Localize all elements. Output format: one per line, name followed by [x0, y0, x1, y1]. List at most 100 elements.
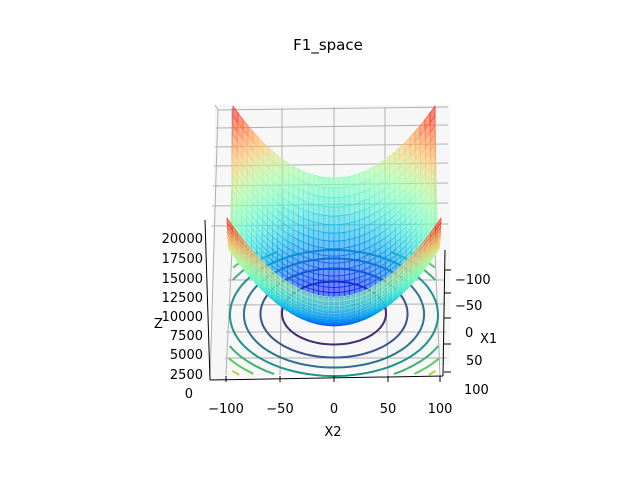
surface-cell [353, 173, 360, 186]
z-tick-label: 5000 [170, 348, 203, 363]
surface-cell [328, 248, 335, 257]
surface-cell [348, 203, 355, 215]
surface-cell [338, 232, 345, 242]
surface-cell [318, 186, 325, 198]
surface-cell [328, 296, 335, 303]
contour-level-15000 [228, 251, 440, 375]
surface-cell [328, 215, 335, 226]
surface-cell [313, 221, 320, 232]
surface-cell [333, 296, 340, 303]
surface-cell [323, 274, 330, 283]
surface-cell [323, 280, 330, 288]
surface-cell [323, 176, 330, 189]
surface-cell [323, 186, 330, 198]
surface-cell [348, 212, 355, 224]
surface-cell [343, 261, 350, 270]
surface-cell [333, 281, 340, 288]
x1-tick-label: 100 [464, 383, 489, 398]
z-tick-label: 2500 [170, 368, 203, 383]
surface-cell [323, 223, 330, 234]
surface-cell [333, 240, 340, 250]
z-tick-label: 7500 [170, 329, 203, 344]
surface-cell [348, 184, 355, 197]
z-tick-label: 12500 [162, 291, 203, 306]
surface-cell [318, 246, 325, 256]
x1-axis-label: X1 [480, 332, 497, 347]
surface-cell [333, 305, 340, 311]
x2-tick-label: 0 [330, 402, 338, 417]
surface-cell [338, 240, 345, 249]
surface-cell [333, 248, 340, 257]
surface-cell [348, 174, 355, 187]
surface-cell [338, 247, 345, 257]
surface-cell [308, 173, 315, 186]
x2-tick-label: 100 [428, 402, 453, 417]
surface-cell [333, 197, 340, 208]
surface-cell [328, 255, 335, 264]
surface-cell [343, 186, 350, 198]
x1-tick-label: −100 [455, 273, 491, 288]
surface-cell [328, 305, 335, 311]
x2-tick-label: −100 [208, 402, 244, 417]
contour-level-12500 [229, 251, 439, 375]
surface-cell [338, 261, 345, 270]
surface-cell [312, 293, 319, 301]
surface-cell [308, 183, 315, 196]
surface-cell [318, 205, 325, 216]
z-ticks: 0 2500 5000 7500 10000 12500 15000 17500… [162, 232, 203, 402]
z-tick-label: 20000 [162, 232, 203, 247]
surface-cell [328, 286, 335, 293]
surface-cell [328, 224, 335, 234]
surface-cell [348, 221, 355, 232]
surface-cell [333, 255, 340, 264]
surface-cell [328, 281, 335, 288]
surface-cell [333, 262, 340, 271]
z-tick-label: 15000 [162, 272, 203, 287]
x1-tick-label: −50 [455, 299, 482, 314]
surface-cell [343, 205, 350, 216]
surface-cell [333, 187, 340, 199]
surface-cell [328, 275, 335, 283]
surface-cell [343, 246, 350, 256]
z-tick-label: 0 [185, 387, 193, 402]
surface-cell [313, 194, 320, 206]
surface-cell [318, 222, 325, 233]
surface-cell [353, 183, 360, 196]
surface-cell [328, 232, 335, 242]
x1-tick-label: 0 [465, 326, 473, 341]
x2-tick-label: −50 [266, 402, 293, 417]
surface-cell [323, 214, 330, 225]
surface-cell [323, 240, 330, 249]
contour-level-17500 [231, 250, 437, 376]
surface-cell [328, 262, 335, 271]
surface-cell [323, 268, 330, 277]
surface-cell [343, 254, 350, 263]
surface-cell [338, 268, 345, 277]
surface-cell [343, 214, 350, 225]
x2-axis-line [209, 375, 444, 381]
surface-cell [333, 215, 340, 226]
surface-cell [333, 269, 340, 277]
surface-cell [318, 261, 325, 270]
surface-cell [317, 294, 324, 302]
surface-cell [318, 239, 325, 249]
surface-cell [322, 295, 330, 302]
surface-cell [333, 309, 340, 314]
surface-cell [328, 177, 335, 189]
chart-title: F1_space [293, 36, 363, 55]
surface-cell [328, 301, 335, 307]
surface-cell [344, 294, 351, 302]
surface-cell [333, 312, 340, 317]
surface-cell [349, 293, 356, 301]
surface-cell [343, 231, 350, 241]
z-axis-label: Z [154, 317, 163, 332]
surface-cell [333, 286, 340, 293]
surface-cell [328, 197, 335, 208]
surface-cell [318, 267, 325, 276]
x2-tick-label: 50 [380, 402, 397, 417]
surface-cell [348, 194, 355, 206]
surface-cell [328, 309, 335, 314]
surface-cell [338, 280, 345, 288]
surface-cell [338, 176, 345, 189]
surface-cell [333, 224, 340, 234]
